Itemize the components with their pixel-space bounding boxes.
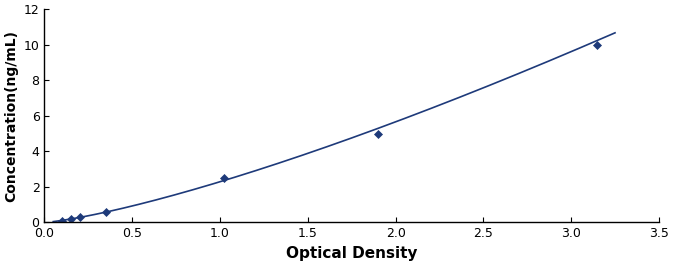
X-axis label: Optical Density: Optical Density (286, 246, 417, 261)
Y-axis label: Concentration(ng/mL): Concentration(ng/mL) (4, 30, 18, 202)
